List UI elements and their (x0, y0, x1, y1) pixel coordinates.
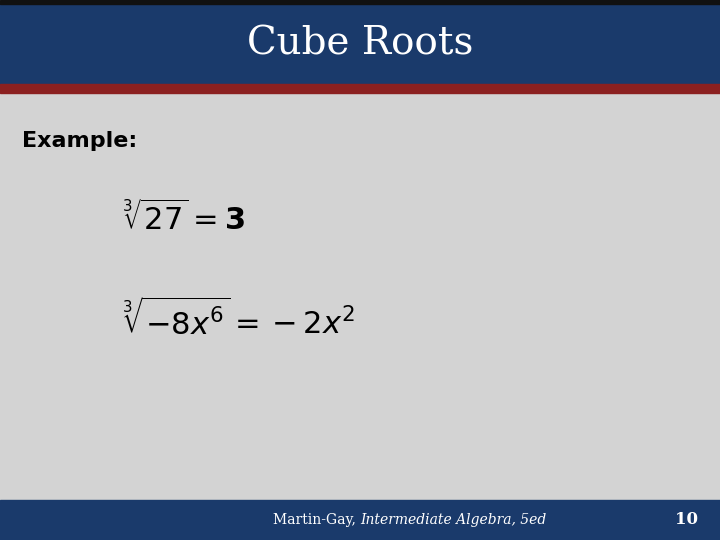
Bar (0, 84, 720, 93)
Text: $\sqrt[3]{27} = \mathbf{3}$: $\sqrt[3]{27} = \mathbf{3}$ (122, 201, 246, 238)
Bar (0, 4, 720, 84)
Bar (0, 500, 720, 540)
Text: Martin-Gay,: Martin-Gay, (273, 513, 360, 526)
Text: $\sqrt[3]{-8x^6} = -2x^2$: $\sqrt[3]{-8x^6} = -2x^2$ (122, 299, 356, 341)
Text: Example:: Example: (22, 131, 137, 151)
Text: 10: 10 (675, 511, 698, 528)
Bar (0, 0, 720, 4)
Text: Cube Roots: Cube Roots (247, 25, 473, 63)
Text: Intermediate Algebra, 5ed: Intermediate Algebra, 5ed (360, 513, 546, 526)
